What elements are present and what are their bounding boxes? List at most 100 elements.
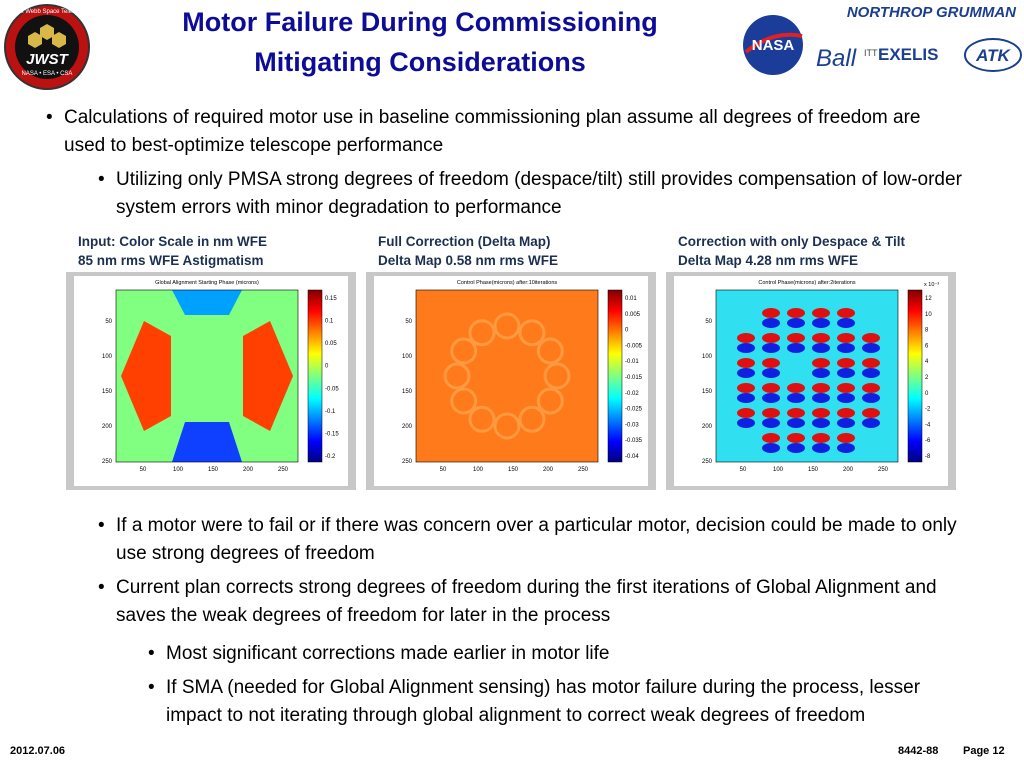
- ripple: [468, 319, 496, 347]
- bullet-text: Most significant corrections made earlie…: [166, 643, 610, 664]
- hot-spot: [862, 408, 880, 418]
- hot-spot: [787, 333, 805, 343]
- hot-spot: [862, 333, 880, 343]
- jwst-logo: James Webb Space Telescope JWST NASA • E…: [4, 4, 90, 90]
- x-tick-label: 250: [878, 467, 889, 473]
- colorbar-scale: x 10⁻³: [924, 282, 939, 288]
- hot-spot: [812, 308, 830, 318]
- hot-spot: [812, 333, 830, 343]
- colorbar-tick-label: -2: [925, 407, 931, 413]
- cold-spot: [787, 443, 805, 453]
- x-tick-label: 200: [843, 467, 854, 473]
- cold-spot: [862, 393, 880, 403]
- cold-spot: [762, 443, 780, 453]
- footer-page: Page 12: [963, 745, 1005, 757]
- panel-caption: Full Correction (Delta Map): [378, 234, 551, 249]
- x-tick-label: 100: [473, 467, 484, 473]
- colorbar-tick-label: 8: [925, 328, 929, 334]
- y-tick-label: 250: [702, 459, 713, 465]
- cold-spot: [762, 318, 780, 328]
- panel-caption: 85 nm rms WFE Astigmatism: [78, 253, 264, 268]
- x-tick-label: 250: [578, 467, 589, 473]
- title: Motor Failure During Commissioning Mitig…: [110, 2, 730, 82]
- cold-spot: [837, 318, 855, 328]
- colorbar-tick-label: -0.005: [625, 343, 643, 349]
- bullet-text: Calculations of required motor use in ba…: [64, 107, 921, 156]
- ripple: [543, 362, 571, 390]
- cold-spot: [862, 368, 880, 378]
- colorbar-tick-label: 0.05: [325, 341, 337, 347]
- x-tick-label: 200: [243, 467, 254, 473]
- colorbar-tick-label: -6: [925, 438, 931, 444]
- colorbar-tick-label: 0: [925, 391, 929, 397]
- colorbar-tick-label: 0.15: [325, 296, 337, 302]
- cold-spot: [812, 393, 830, 403]
- colorbar-tick-label: 6: [925, 343, 929, 349]
- cold-spot: [762, 368, 780, 378]
- ripple: [536, 337, 564, 365]
- colorbar-tick-label: 10: [925, 312, 932, 318]
- cold-spot: [812, 443, 830, 453]
- x-tick-label: 50: [440, 467, 447, 473]
- plot-title: Control Phase(microns) after:2iterations: [758, 280, 855, 286]
- cold-spot: [812, 418, 830, 428]
- bullet-dot: •: [98, 577, 105, 598]
- panel-caption: Delta Map 4.28 nm rms WFE: [678, 253, 859, 268]
- y-tick-label: 50: [405, 319, 412, 325]
- x-tick-label: 150: [508, 467, 519, 473]
- cold-spot: [787, 318, 805, 328]
- x-tick-label: 100: [173, 467, 184, 473]
- hot-spot: [812, 383, 830, 393]
- cold-spot: [787, 343, 805, 353]
- panel-caption: Correction with only Despace & Tilt: [678, 234, 906, 249]
- cold-spot: [812, 343, 830, 353]
- footer-date: 2012.07.06: [10, 745, 66, 757]
- y-tick-label: 200: [402, 424, 413, 430]
- jwst-ring-text: James Webb Space Telescope: [6, 9, 89, 15]
- hot-right: [243, 321, 293, 431]
- plot-title: Global Alignment Starting Phase (microns…: [155, 280, 259, 286]
- cold-spot: [837, 343, 855, 353]
- cold-bottom: [172, 422, 242, 462]
- hot-spot: [837, 308, 855, 318]
- field: [416, 290, 598, 462]
- colorbar-tick-label: 0.01: [625, 296, 637, 302]
- colorbar-tick-label: 4: [925, 359, 929, 365]
- y-tick-label: 150: [702, 389, 713, 395]
- x-tick-label: 50: [140, 467, 147, 473]
- x-tick-label: 50: [740, 467, 747, 473]
- cold-spot: [762, 418, 780, 428]
- bullet: • Calculations of required motor use in b…: [46, 104, 962, 160]
- cold-spot: [812, 318, 830, 328]
- plot-frame: [415, 289, 599, 463]
- colorbar-tick-label: -0.15: [325, 431, 339, 437]
- bullet-dot: •: [46, 107, 53, 128]
- heatmap: [116, 290, 298, 462]
- hot-spot: [787, 433, 805, 443]
- cold-spot: [862, 343, 880, 353]
- hot-spot: [837, 358, 855, 368]
- bullet-dot: •: [98, 515, 105, 536]
- y-tick-label: 200: [102, 424, 113, 430]
- ripple: [450, 387, 478, 415]
- panel-caption: Input: Color Scale in nm WFE: [78, 234, 267, 249]
- bullet-dot: •: [148, 677, 155, 698]
- ripple: [493, 412, 521, 440]
- bullet-text: If a motor were to fail or if there was …: [116, 515, 957, 564]
- plot-title: Control Phase(microns) after:10iteration…: [457, 280, 558, 286]
- logo-exelis: EXELIS: [878, 45, 938, 64]
- y-tick-label: 150: [102, 389, 113, 395]
- colorbar-tick-label: 0: [625, 328, 629, 334]
- hot-spot: [737, 408, 755, 418]
- cold-spot: [737, 393, 755, 403]
- colorbar: [907, 289, 923, 463]
- heatmap: [716, 290, 898, 462]
- heatmap: [416, 290, 598, 462]
- y-tick-label: 200: [702, 424, 713, 430]
- cold-spot: [737, 418, 755, 428]
- jwst-name: JWST: [26, 51, 70, 68]
- ripple: [518, 405, 546, 433]
- bullet: • Current plan corrects strong degrees of…: [98, 574, 962, 630]
- y-tick-label: 50: [705, 319, 712, 325]
- colorbar-tick-label: 0: [325, 364, 329, 370]
